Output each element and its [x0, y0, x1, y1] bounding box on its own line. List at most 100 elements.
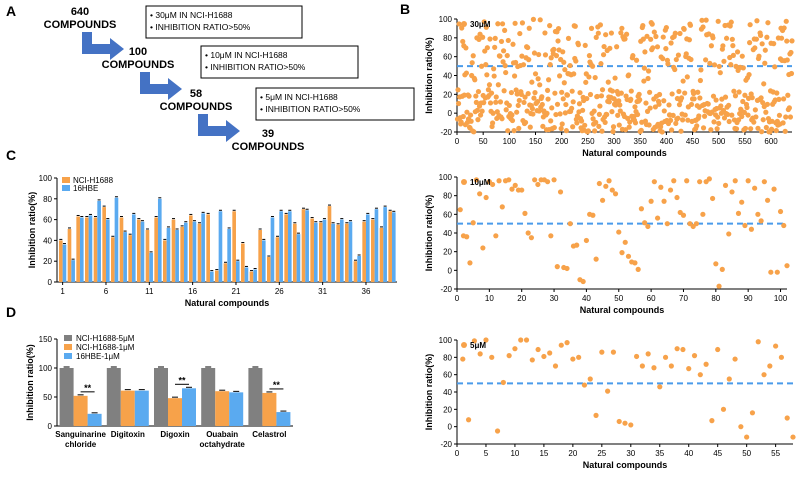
scatter-b30-point: [618, 30, 624, 36]
bar-c-16hbe: [209, 271, 214, 282]
scatter-b30-point: [492, 44, 498, 50]
scatter-b30-point: [753, 114, 759, 120]
scatter-b5-point: [715, 346, 721, 353]
scatter-b30-point: [590, 116, 596, 122]
scatter-b5-point: [773, 343, 779, 349]
scatter-b5-point: [709, 418, 715, 424]
scatter-b30-point: [516, 97, 522, 104]
scatter-b30-point: [544, 110, 550, 117]
scatter-b30-point: [517, 30, 523, 37]
scatter-b30-point: [484, 45, 490, 51]
scatter-b30-point: [681, 26, 687, 32]
scatter-b10-point: [739, 199, 745, 205]
flow-arrow-1: [82, 32, 124, 60]
scatter-b30-point: [526, 56, 532, 63]
scatter-b10-ytick-label: 60: [443, 210, 452, 219]
scatter-b30-point: [483, 24, 489, 30]
scatter-b30-point: [663, 24, 669, 31]
scatter-b10-point: [777, 208, 784, 215]
flow-criteria-1-2: • INHIBITION RATIO>50%: [150, 22, 251, 32]
scatter-b30-point: [599, 128, 605, 134]
scatter-b30-point: [501, 88, 507, 94]
bar-c-xtick-label: 31: [318, 287, 327, 296]
scatter-b30-point: [715, 114, 721, 120]
scatter-b10-xlabel: Natural compounds: [580, 305, 665, 315]
scatter-b30-point: [744, 104, 750, 111]
scatter-b10-xtick-label: 60: [647, 294, 656, 303]
scatter-b30-point: [682, 90, 688, 96]
scatter-b30-point: [751, 119, 757, 125]
scatter-b30-point: [627, 119, 633, 125]
scatter-b5-point: [460, 356, 466, 362]
scatter-b30-point: [532, 71, 539, 77]
scatter-b30-point: [580, 107, 586, 113]
scatter-b30-point: [551, 124, 557, 131]
bar-c-ylabel: Inhibition ratio(%): [27, 192, 37, 269]
scatter-b30-point: [721, 115, 728, 121]
bar-c-h1688: [379, 227, 384, 282]
scatter-b30-point: [592, 128, 598, 134]
scatter-b10-ylabel: Inhibition ratio(%): [424, 195, 434, 272]
scatter-b30-point: [736, 89, 742, 95]
bar-c-ytick-label: 0: [48, 278, 53, 287]
scatter-b5-point: [720, 406, 727, 412]
scatter-b30-point: [546, 77, 552, 83]
scatter-b30-point: [749, 95, 755, 101]
bar-c-16hbe: [71, 260, 75, 282]
scatter-b30-point: [570, 124, 576, 130]
scatter-b10-point: [567, 221, 573, 227]
scatter-b5-point: [668, 363, 674, 369]
scatter-b30-point: [565, 35, 572, 41]
scatter-b30-xtick-label: 250: [581, 137, 595, 146]
scatter-b30-point: [759, 41, 765, 47]
bar-c-ytick-label: 100: [39, 174, 53, 183]
bar-d-1um: [168, 398, 182, 426]
scatter-b30-point: [571, 71, 577, 77]
scatter-b30-point: [733, 63, 739, 69]
scatter-b30-point: [610, 128, 616, 135]
scatter-b5-point: [784, 415, 790, 421]
scatter-b30-point: [760, 99, 766, 106]
scatter-b30-point: [686, 37, 693, 43]
scatter-b30-point: [536, 51, 542, 58]
flow-unit-1: COMPOUNDS: [44, 19, 117, 31]
bar-c-h1688: [258, 230, 262, 282]
bar-c-h1688: [145, 230, 150, 282]
scatter-b30-point: [527, 124, 533, 130]
flow-criteria-3-2: • INHIBITION RATIO>50%: [260, 104, 361, 114]
scatter-b30-point: [475, 88, 482, 95]
scatter-b30-point: [647, 89, 653, 95]
scatter-b10-xtick-label: 80: [711, 294, 720, 303]
scatter-b5-xtick-label: 45: [713, 449, 722, 458]
scatter-b10-xtick-label: 20: [517, 294, 526, 303]
scatter-b30-point: [700, 24, 706, 30]
scatter-b5-point: [489, 354, 495, 360]
scatter-b30-point: [729, 36, 735, 42]
bar-c-16hbe: [79, 217, 84, 282]
bar-c-xtick-label: 11: [145, 287, 154, 296]
scatter-b30-point: [646, 122, 652, 128]
scatter-b30-point: [783, 114, 789, 120]
scatter-b30-point: [481, 19, 487, 25]
scatter-b30-point: [741, 109, 747, 115]
scatter-b30-point: [486, 82, 493, 88]
scatter-b30-point: [601, 43, 607, 50]
scatter-b30-ylabel: Inhibition ratio(%): [424, 37, 434, 114]
scatter-b10-xtick-label: 70: [679, 294, 688, 303]
bar-d-1um: [73, 395, 88, 426]
bar-c-ytick-label: 40: [43, 236, 52, 245]
scatter-b5-point: [639, 363, 645, 369]
scatter-b30-point: [499, 21, 506, 27]
scatter-b30-point: [480, 34, 486, 40]
scatter-b10-point: [764, 197, 771, 203]
scatter-b30-point: [497, 99, 504, 105]
scatter-b5-point: [529, 357, 535, 363]
scatter-b30-point: [626, 124, 632, 130]
scatter-b30-point: [485, 87, 492, 93]
scatter-b30-point: [716, 63, 722, 70]
scatter-b30-point: [548, 55, 554, 61]
scatter-b30-point: [584, 95, 590, 102]
scatter-b30-point: [563, 101, 569, 108]
scatter-b30-point: [721, 58, 727, 64]
scatter-b10-point: [512, 182, 518, 188]
